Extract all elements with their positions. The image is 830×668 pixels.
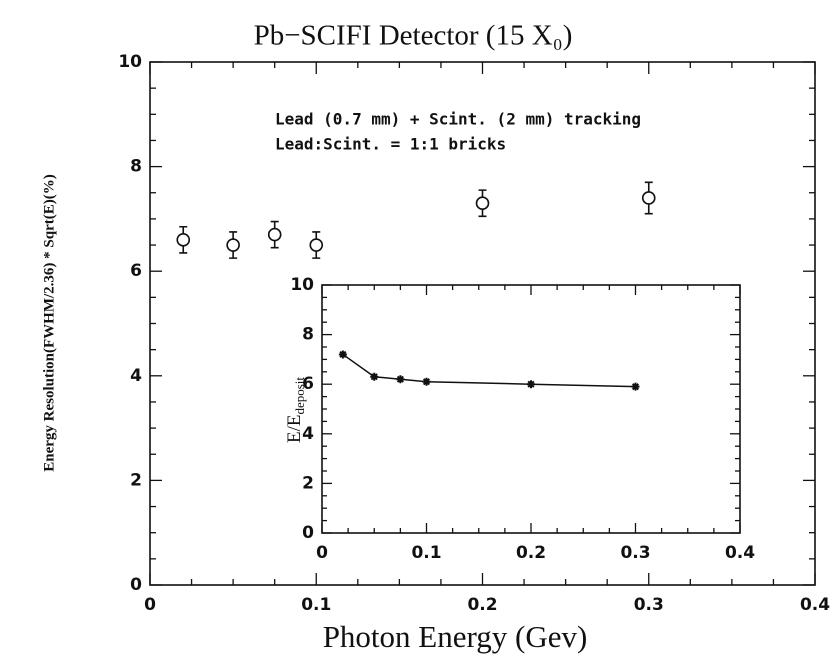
marker — [527, 380, 535, 389]
y-tick-label: 0 — [302, 523, 314, 543]
y-tick-label: 8 — [302, 325, 314, 345]
marker — [226, 238, 240, 252]
marker — [309, 238, 324, 252]
chart-title: Pb−SCIFI Detector (15 X₀) — [254, 20, 573, 52]
y-tick-label: 2 — [302, 473, 314, 493]
x-tick-label: 0.1 — [411, 543, 441, 563]
y-tick-label: 4 — [302, 424, 314, 444]
y-tick-label: 10 — [118, 52, 142, 72]
y-tick-label: 4 — [130, 366, 142, 386]
y-tick-label: 6 — [302, 374, 314, 394]
y-tick-label: 0 — [130, 575, 142, 595]
x-tick-label: 0.3 — [634, 595, 664, 615]
plot-frame — [321, 284, 741, 534]
y-tick-label: 8 — [130, 157, 142, 177]
inset-y-label-sub: deposit — [292, 377, 307, 415]
y-tick-label: 10 — [290, 275, 314, 295]
y-axis-label: Energy Resolution(FWHM/2.36) * Sqrt(E)(%… — [41, 174, 57, 471]
y-tick-label: 6 — [130, 261, 142, 281]
marker — [370, 372, 379, 381]
marker — [475, 196, 490, 211]
x-tick-label: 0 — [144, 595, 156, 615]
marker — [176, 233, 191, 247]
marker — [422, 377, 431, 386]
y-tick-label: 2 — [130, 470, 142, 490]
x-tick-label: 0.2 — [467, 595, 497, 615]
inset-y-axis-label: E/Edeposit — [284, 377, 307, 443]
x-tick-label: 0.3 — [620, 543, 650, 563]
annotation: Lead:Scint. = 1:1 bricks — [275, 135, 506, 154]
marker — [631, 382, 640, 391]
annotation: Lead (0.7 mm) + Scint. (2 mm) tracking — [275, 110, 641, 129]
inset-y-label-main: E/E — [284, 415, 305, 444]
x-tick-label: 0.4 — [725, 543, 755, 563]
x-tick-label: 0 — [316, 543, 328, 563]
x-axis-label: Photon Energy (Gev) — [323, 619, 588, 654]
marker — [338, 350, 347, 359]
marker — [396, 375, 405, 384]
marker — [641, 191, 656, 205]
x-tick-label: 0.4 — [800, 595, 830, 615]
x-tick-label: 0.1 — [301, 595, 331, 615]
marker — [267, 227, 282, 242]
x-tick-label: 0.2 — [516, 543, 546, 563]
line — [342, 353, 636, 388]
